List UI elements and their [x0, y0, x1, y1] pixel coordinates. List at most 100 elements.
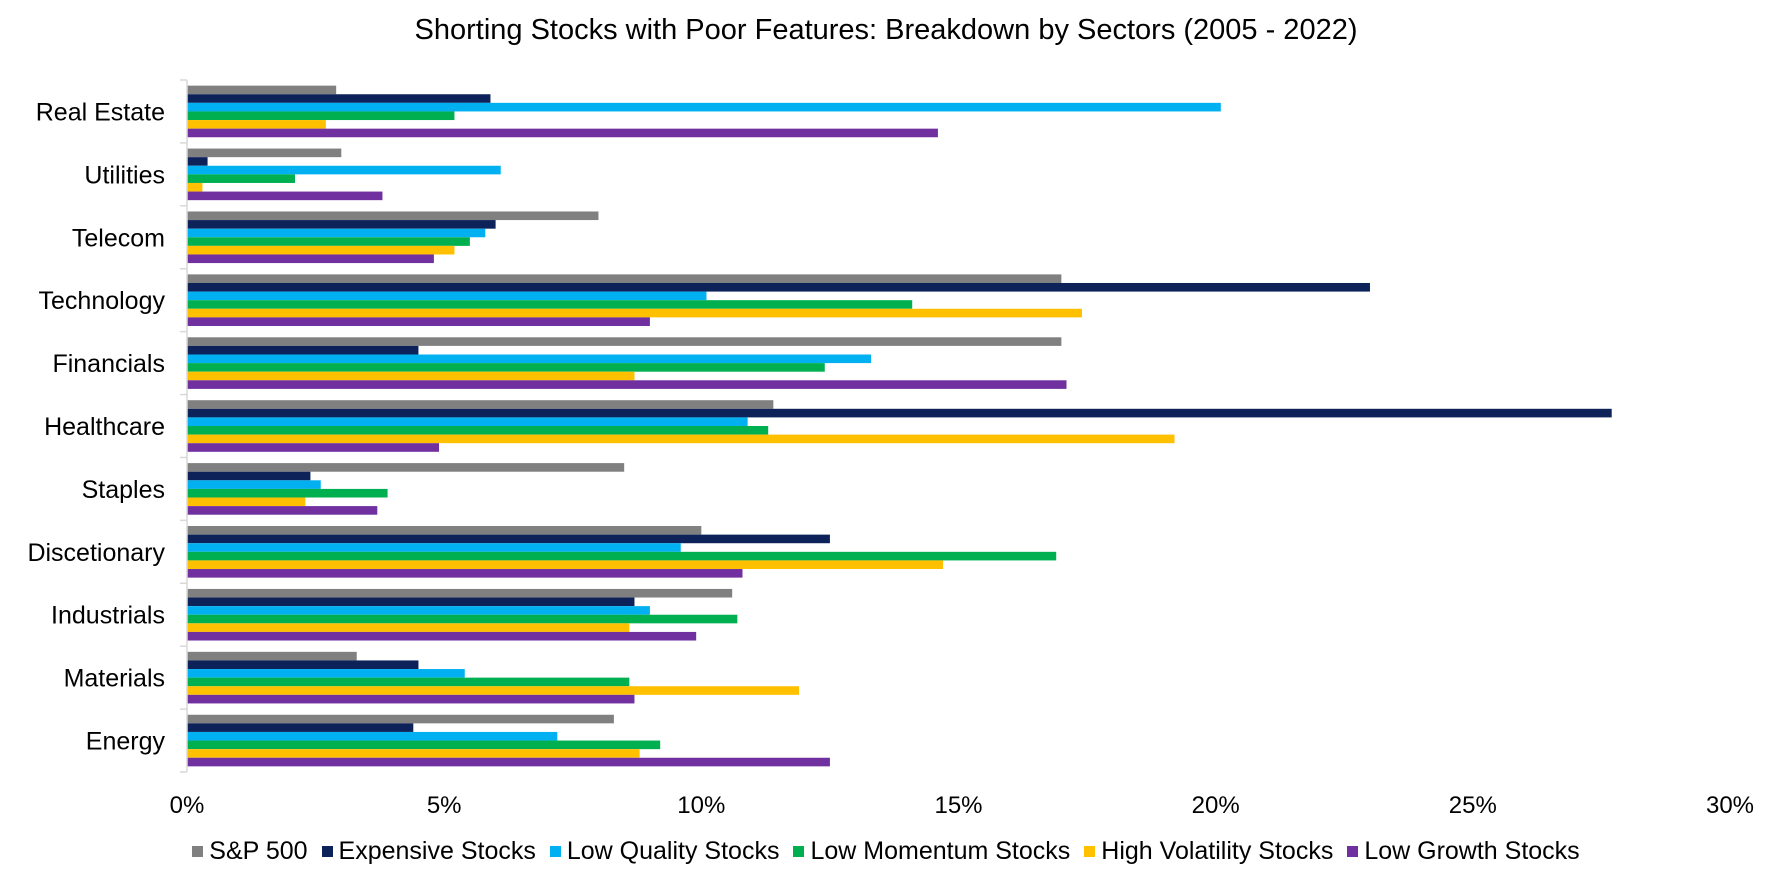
bar-telecom-expensive-stocks: [187, 220, 496, 229]
legend-swatch: [1347, 846, 1359, 857]
bar-real-estate-expensive-stocks: [187, 94, 491, 103]
bar-financials-high-volatility-stocks: [187, 371, 635, 381]
bar-real-estate-low-quality-stocks: [187, 102, 1221, 112]
legend-swatch: [549, 846, 561, 857]
chart-title: Shorting Stocks with Poor Features: Brea…: [414, 14, 1358, 46]
bar-staples-high-volatility-stocks: [187, 497, 306, 507]
bar-energy-low-momentum-stocks: [187, 740, 661, 750]
bar-industrials-low-quality-stocks: [187, 606, 650, 615]
bar-discetionary-low-quality-stocks: [187, 543, 681, 552]
bars-layer: [187, 85, 1612, 767]
legend-label: Low Quality Stocks: [566, 837, 780, 865]
bar-utilities-low-quality-stocks: [187, 165, 501, 175]
labels-layer: Real Estate Utilities Telecom Technology Fin…: [27, 98, 1754, 819]
bar-materials-s-p-500: [187, 651, 357, 661]
legend-item: Expensive Stocks: [321, 837, 536, 866]
bar-energy-expensive-stocks: [187, 723, 414, 732]
bar-discetionary-s-p-500: [187, 526, 702, 535]
bar-industrials-s-p-500: [187, 588, 733, 598]
bar-real-estate-low-growth-stocks: [187, 128, 938, 138]
bar-technology-low-quality-stocks: [187, 291, 707, 301]
bar-staples-expensive-stocks: [187, 471, 311, 481]
bar-discetionary-low-growth-stocks: [187, 569, 743, 578]
bar-staples-low-growth-stocks: [187, 506, 378, 515]
x-tick-label: 5%: [427, 792, 462, 819]
x-tick-label: 10%: [677, 792, 725, 819]
bar-financials-low-momentum-stocks: [187, 363, 825, 372]
axis-layer: [180, 79, 188, 773]
legend-item: Low Quality Stocks: [549, 837, 780, 866]
x-tick-label: 15%: [934, 792, 982, 819]
bar-industrials-low-momentum-stocks: [187, 614, 738, 624]
bar-financials-low-growth-stocks: [187, 380, 1067, 389]
category-label: Materials: [64, 665, 165, 693]
bar-technology-expensive-stocks: [187, 282, 1370, 292]
bar-financials-expensive-stocks: [187, 345, 419, 355]
bar-real-estate-low-momentum-stocks: [187, 111, 455, 121]
category-label: Staples: [82, 476, 165, 504]
legend-swatch: [1084, 846, 1096, 857]
legend-item: Low Momentum Stocks: [793, 837, 1070, 866]
bar-materials-expensive-stocks: [187, 660, 419, 670]
bar-healthcare-low-quality-stocks: [187, 417, 748, 426]
bar-healthcare-low-growth-stocks: [187, 443, 440, 452]
category-label: Discetionary: [27, 539, 165, 567]
bar-energy-high-volatility-stocks: [187, 749, 640, 758]
bar-industrials-high-volatility-stocks: [187, 623, 630, 632]
bar-financials-low-quality-stocks: [187, 354, 872, 364]
legend: S&P 500 Expensive Stocks Low Quality Stock…: [0, 837, 1772, 866]
bar-materials-low-quality-stocks: [187, 669, 465, 678]
legend-label: Expensive Stocks: [338, 837, 536, 865]
bar-healthcare-expensive-stocks: [187, 408, 1612, 418]
x-tick-label: 30%: [1706, 792, 1754, 819]
bar-energy-low-growth-stocks: [187, 757, 830, 767]
category-label: Industrials: [51, 602, 165, 630]
bar-industrials-expensive-stocks: [187, 597, 635, 607]
legend-label: Low Growth Stocks: [1364, 837, 1580, 865]
bar-telecom-low-momentum-stocks: [187, 237, 470, 246]
bar-discetionary-high-volatility-stocks: [187, 560, 944, 570]
x-tick-label: 20%: [1192, 792, 1240, 819]
bar-utilities-s-p-500: [187, 148, 342, 158]
bar-chart: Real Estate Utilities Telecom Technology Fin…: [27, 79, 1754, 819]
bar-energy-low-quality-stocks: [187, 731, 558, 741]
bar-real-estate-s-p-500: [187, 85, 337, 95]
legend-item: Low Growth Stocks: [1347, 837, 1580, 866]
bar-staples-low-momentum-stocks: [187, 488, 388, 498]
bar-materials-high-volatility-stocks: [187, 686, 800, 695]
x-tick-label: 0%: [170, 792, 205, 819]
bar-discetionary-expensive-stocks: [187, 534, 830, 544]
bar-staples-low-quality-stocks: [187, 480, 321, 489]
legend-swatch: [793, 846, 805, 857]
bar-utilities-expensive-stocks: [187, 157, 208, 166]
bar-telecom-low-quality-stocks: [187, 228, 486, 238]
bar-utilities-low-growth-stocks: [187, 191, 383, 201]
category-label: Utilities: [84, 161, 165, 189]
bar-healthcare-high-volatility-stocks: [187, 434, 1175, 444]
x-tick-label: 25%: [1449, 792, 1497, 819]
category-label: Telecom: [72, 224, 165, 252]
bar-technology-low-growth-stocks: [187, 317, 650, 326]
bar-materials-low-momentum-stocks: [187, 677, 630, 687]
bar-healthcare-s-p-500: [187, 400, 774, 409]
bar-technology-high-volatility-stocks: [187, 308, 1082, 318]
legend-item: High Volatility Stocks: [1084, 837, 1333, 866]
bar-telecom-low-growth-stocks: [187, 254, 434, 264]
legend-label: S&P 500: [209, 837, 308, 865]
bar-technology-s-p-500: [187, 274, 1062, 283]
bar-industrials-low-growth-stocks: [187, 631, 697, 641]
bar-staples-s-p-500: [187, 463, 625, 472]
bar-materials-low-growth-stocks: [187, 694, 635, 704]
bar-telecom-s-p-500: [187, 211, 599, 221]
bar-energy-s-p-500: [187, 714, 614, 724]
category-label: Technology: [39, 287, 166, 315]
bar-discetionary-low-momentum-stocks: [187, 551, 1057, 561]
legend-label: Low Momentum Stocks: [810, 837, 1071, 865]
bar-real-estate-high-volatility-stocks: [187, 120, 326, 129]
category-label: Energy: [86, 728, 166, 756]
bar-utilities-high-volatility-stocks: [187, 182, 203, 192]
category-label: Real Estate: [36, 98, 165, 126]
legend-item: S&P 500: [192, 837, 308, 866]
category-label: Healthcare: [44, 413, 165, 441]
bar-technology-low-momentum-stocks: [187, 300, 913, 309]
